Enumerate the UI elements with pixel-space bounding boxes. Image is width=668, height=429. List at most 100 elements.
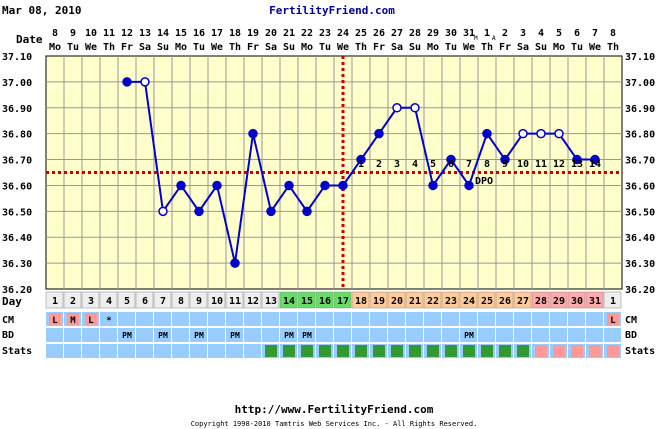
bd-cell [316, 328, 333, 342]
bd-label: PM [230, 331, 240, 340]
day-cell [585, 291, 604, 309]
date-label: 8 [610, 28, 616, 39]
dpo-number: 10 [517, 159, 529, 170]
cm-cell [154, 312, 171, 326]
temperature-point [122, 77, 132, 87]
bd-cell [532, 328, 549, 342]
bd-cell [442, 328, 459, 342]
weekday-label: Mo [175, 42, 187, 53]
cm-cell [298, 312, 315, 326]
weekday-label: Sa [265, 42, 277, 53]
weekday-label: We [463, 42, 475, 53]
cm-cell [190, 312, 207, 326]
date-label: 28 [409, 28, 421, 39]
bd-cell [118, 328, 135, 342]
day-cell [117, 291, 136, 309]
dpo-number: 6 [448, 159, 454, 170]
date-label: 8 [52, 28, 58, 39]
cycle-day-label: 11 [229, 296, 241, 307]
date-label: 18 [229, 28, 241, 39]
date-label: 13 [139, 28, 151, 39]
cm-cell [496, 312, 513, 326]
date-label: 24 [337, 28, 349, 39]
dpo-labels: 1 2 3 4 5 6 7 8 9 10 11 12 13 14 [358, 159, 601, 170]
site-name[interactable]: FertilityFriend.com [269, 4, 395, 17]
cm-marker [49, 313, 61, 325]
day-cell [261, 291, 280, 309]
date-label: 27 [391, 28, 403, 39]
cycle-day-label: 13 [265, 296, 277, 307]
cm-cell [550, 312, 567, 326]
stats-marker [319, 345, 331, 357]
stats-marker [607, 345, 619, 357]
y-tick-label: 36.50 [2, 207, 32, 218]
temperature-point [266, 206, 276, 217]
stats-cell [154, 344, 171, 358]
y-tick-label-right: 36.90 [625, 104, 655, 115]
day-cell [405, 291, 424, 309]
y-tick-label: 37.10 [2, 52, 32, 63]
cycle-day-label: 24 [463, 296, 475, 307]
day-cell [423, 291, 442, 309]
temperature-point [284, 180, 294, 191]
stats-cell [244, 344, 261, 358]
weekday-label: Tu [67, 42, 79, 53]
date-label: 1 [484, 28, 490, 39]
footer-url[interactable]: http://www.FertilityFriend.com [235, 403, 434, 416]
day-cell [567, 291, 586, 309]
cycle-day-label: 1 [52, 296, 58, 307]
cm-label: M [70, 316, 76, 326]
day-cell [45, 291, 64, 309]
date-label: 9 [70, 28, 76, 39]
temperature-point [230, 258, 240, 268]
cycle-day-label: 25 [481, 296, 493, 307]
day-cell [315, 291, 334, 309]
cm-cell [280, 312, 297, 326]
bd-cell [406, 328, 423, 342]
temperature-point [320, 180, 330, 191]
date-label: 29 [427, 28, 439, 39]
day-cell [477, 291, 496, 309]
cm-cell [208, 312, 225, 326]
stats-cell [82, 344, 99, 358]
bd-row-label-right: BD [625, 330, 637, 341]
cm-cell [136, 312, 153, 326]
stats-marker [445, 345, 457, 357]
bd-cell [298, 328, 315, 342]
cycle-day-label: 29 [553, 296, 565, 307]
weekday-label: Tu [193, 42, 205, 53]
temperature-point [536, 128, 546, 139]
bd-cell [424, 328, 441, 342]
day-cell [459, 291, 478, 309]
bd-cell [154, 328, 171, 342]
weekday-label: Tu [571, 42, 583, 53]
temperature-point [464, 180, 474, 191]
y-axis: 36.20 36.20 36.30 36.30 36.40 36.40 36.50 36.50… [2, 52, 655, 296]
cycle-day-label: 9 [196, 296, 202, 307]
cycle-day-label: 8 [178, 296, 184, 307]
bd-cell [190, 328, 207, 342]
temperature-point [374, 128, 384, 139]
bd-cell [244, 328, 261, 342]
y-tick-label: 37.00 [2, 78, 32, 89]
y-tick-label: 36.60 [2, 181, 32, 192]
stats-cell [46, 344, 63, 358]
date-label: 14 [157, 28, 169, 39]
stats-cell [64, 344, 81, 358]
date-label: 30 [445, 28, 457, 39]
temperature-point [410, 103, 420, 113]
cycle-day-label: 2 [70, 296, 76, 307]
dpo-number: 7 [466, 159, 472, 170]
date-label: 17 [211, 28, 223, 39]
stats-cell [226, 344, 243, 358]
temperature-point [500, 154, 510, 165]
stats-marker [589, 345, 601, 357]
cm-label: L [610, 316, 616, 326]
temperature-point [428, 180, 438, 191]
bd-cell [136, 328, 153, 342]
month-marker: M [474, 35, 478, 42]
stats-marker [337, 345, 349, 357]
weekday-label: Fr [247, 42, 259, 53]
day-cell [99, 291, 118, 309]
